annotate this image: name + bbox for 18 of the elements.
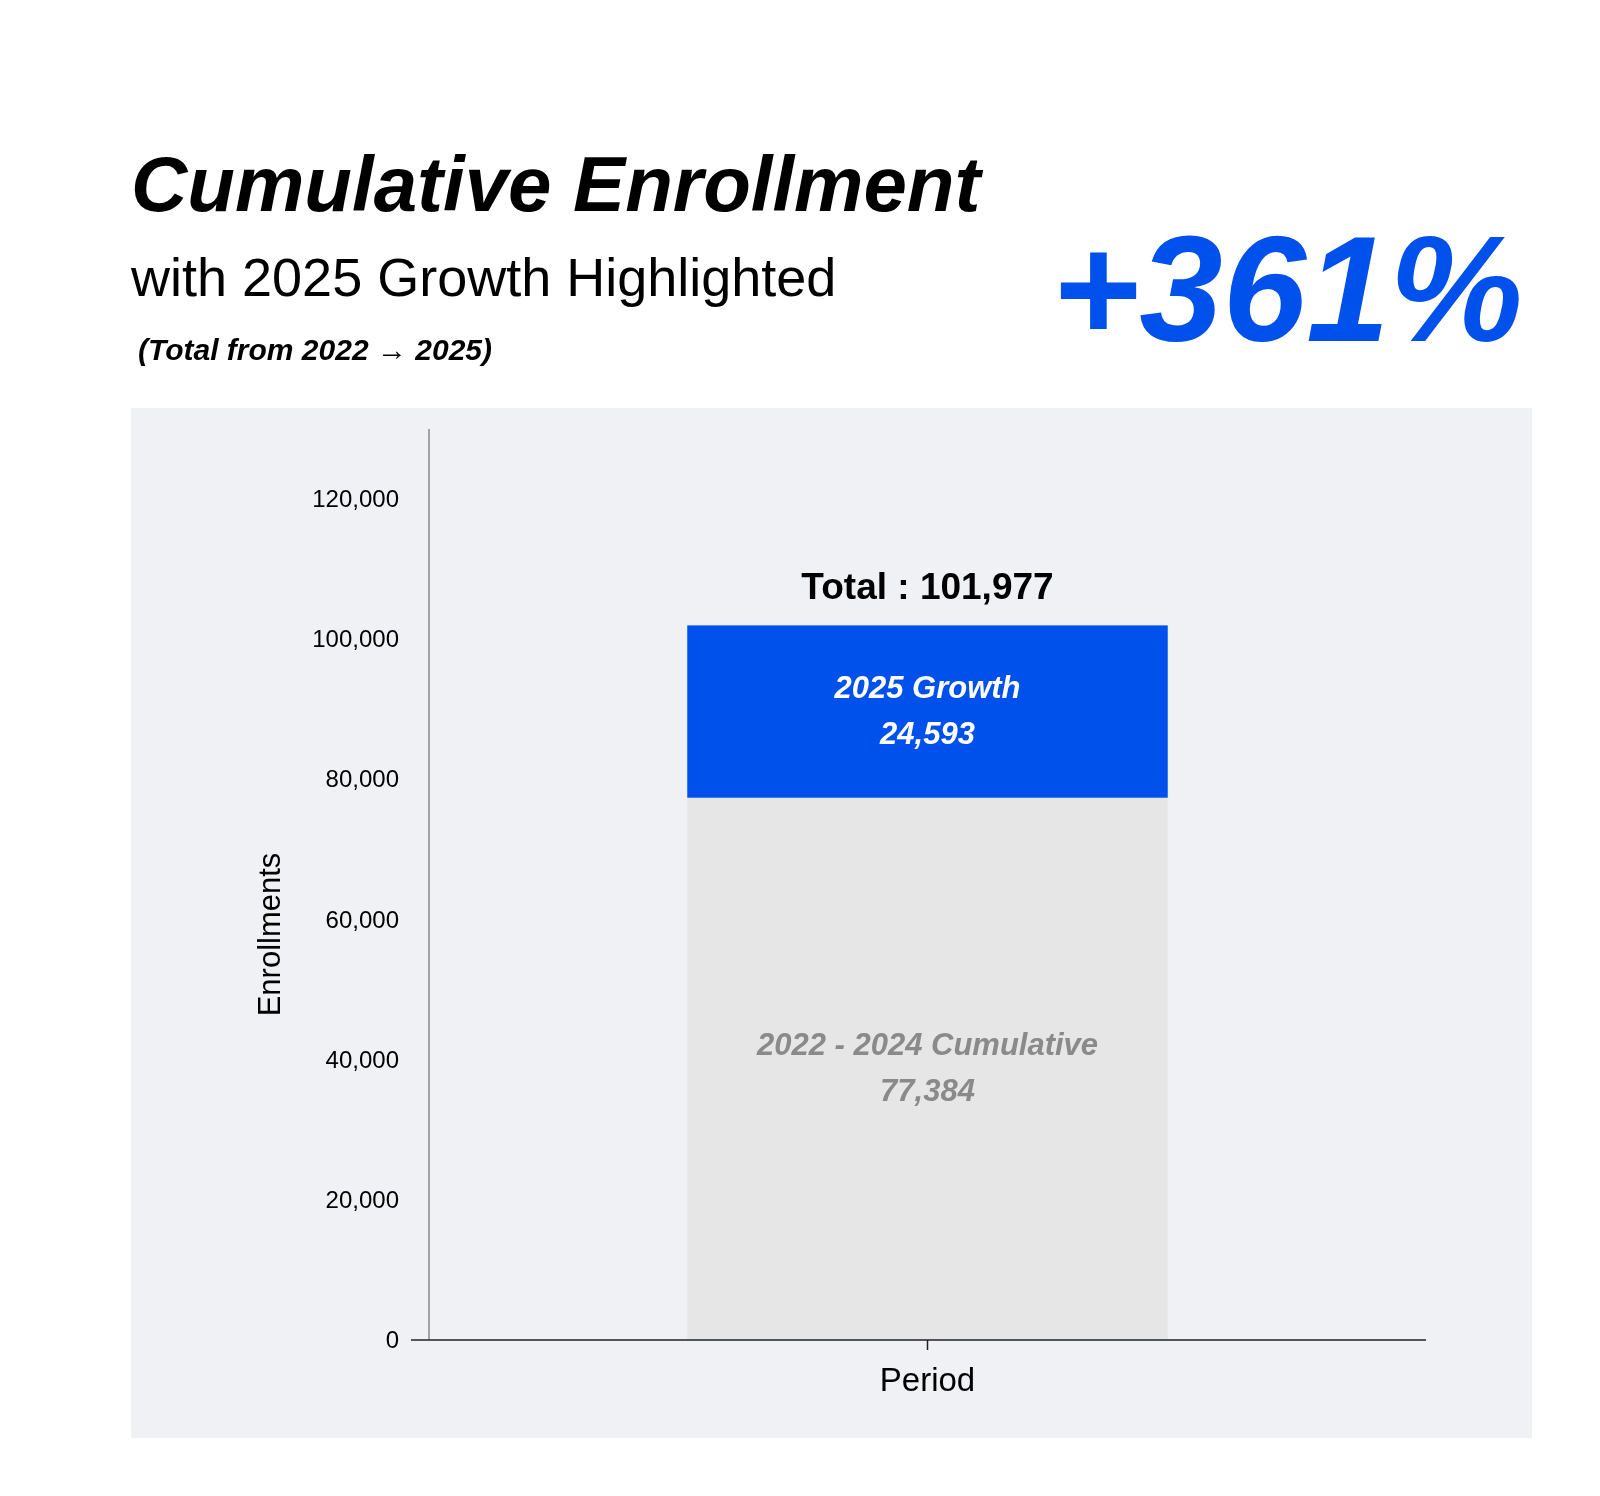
text: (Total from 2022 → 2025) xyxy=(138,333,493,366)
y-tick-label: 100,000 xyxy=(312,625,399,653)
x-axis-title: Period xyxy=(879,1361,976,1398)
data-label: 77,384 xyxy=(880,1072,975,1108)
y-tick-label: 20,000 xyxy=(325,1185,399,1213)
y-tick-label: 120,000 xyxy=(312,485,399,513)
total-label: Total : 101,977 xyxy=(801,566,1054,608)
y-axis-title: Enrollments xyxy=(252,852,287,1017)
series-label: 2025 Growth xyxy=(833,669,1021,705)
y-tick-label: 60,000 xyxy=(325,905,399,933)
series-label: 2022 - 2024 Cumulative xyxy=(755,1026,1099,1062)
y-tick-label: 80,000 xyxy=(325,765,399,793)
y-tick-label: 40,000 xyxy=(325,1045,399,1073)
chart-title: Cumulative Enrollment xyxy=(131,140,984,228)
text: +361% xyxy=(1051,205,1523,373)
y-tick-label: 0 xyxy=(385,1326,399,1353)
chart-subtitle: with 2025 Growth Highlighted xyxy=(130,247,837,307)
data-label: 24,593 xyxy=(879,715,975,751)
